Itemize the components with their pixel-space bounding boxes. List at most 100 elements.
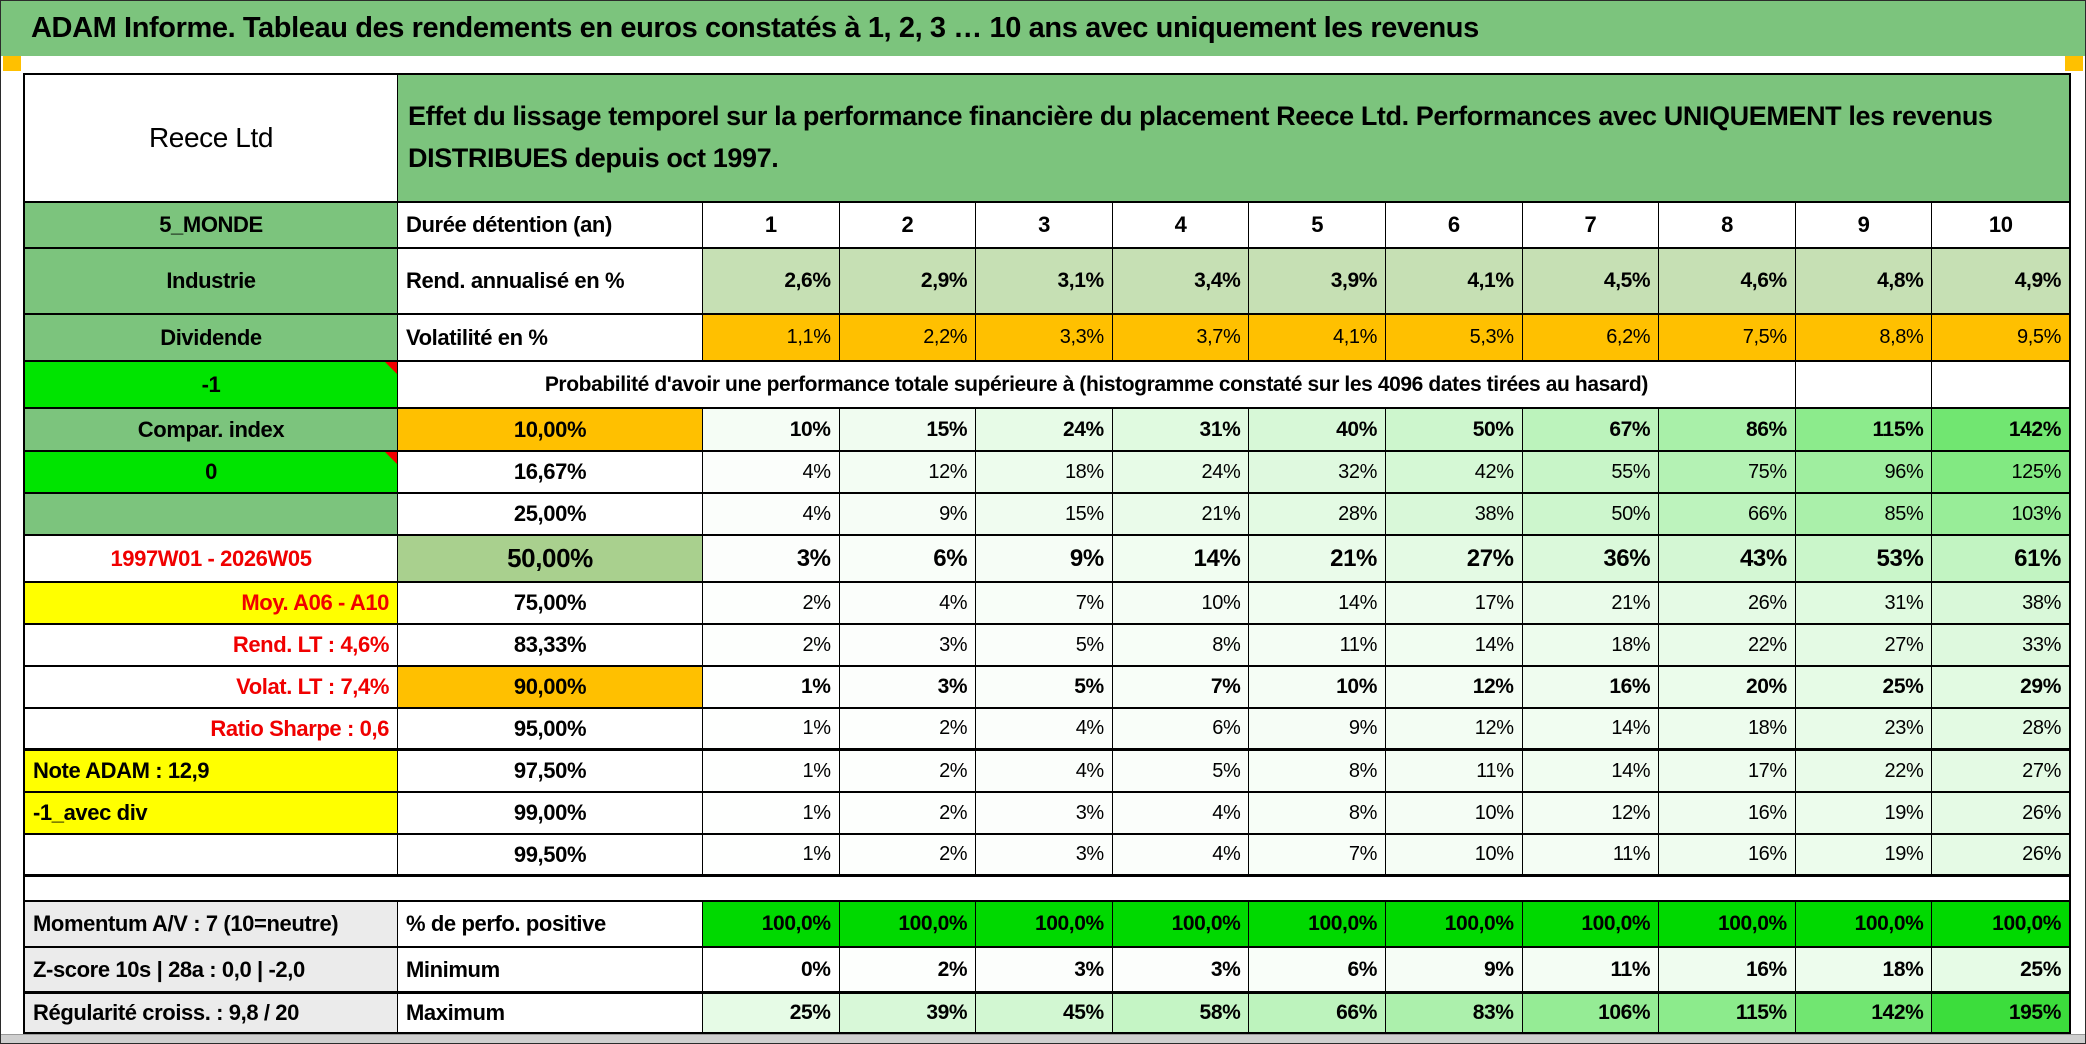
value-cell[interactable]: 3 [976, 203, 1113, 249]
value-cell[interactable]: 3,3% [976, 315, 1113, 362]
value-cell[interactable]: 27% [1932, 751, 2069, 793]
value-cell[interactable]: 4% [976, 751, 1113, 793]
value-cell[interactable]: 16% [1659, 835, 1796, 877]
value-cell[interactable]: 9% [976, 536, 1113, 583]
value-cell[interactable]: 1% [703, 751, 840, 793]
value-cell[interactable]: 3% [839, 667, 977, 709]
value-cell[interactable]: 2,9% [839, 249, 977, 315]
value-cell[interactable]: 19% [1795, 835, 1933, 877]
value-cell[interactable]: 5% [1112, 751, 1250, 793]
value-cell[interactable]: 2% [839, 751, 977, 793]
value-cell[interactable]: 25% [1795, 667, 1933, 709]
row-label[interactable]: Moy. A06 - A10 [25, 583, 398, 625]
value-cell[interactable]: 115% [1795, 409, 1933, 452]
value-cell[interactable]: 11% [1386, 751, 1523, 793]
row-header[interactable]: 99,00% [398, 793, 703, 835]
value-cell[interactable]: 26% [1659, 583, 1796, 625]
value-cell[interactable]: 6,2% [1522, 315, 1660, 362]
value-cell[interactable]: 86% [1659, 409, 1796, 452]
value-cell[interactable]: 4,9% [1932, 249, 2069, 315]
row-header[interactable]: Maximum [398, 994, 703, 1032]
row-label[interactable]: Ratio Sharpe : 0,6 [25, 709, 398, 751]
value-cell[interactable]: 4 [1112, 203, 1250, 249]
value-cell[interactable]: 32% [1249, 452, 1386, 494]
value-cell[interactable]: 4,1% [1386, 249, 1523, 315]
value-cell[interactable]: 12% [1386, 709, 1523, 751]
row-label[interactable] [25, 877, 398, 902]
value-cell[interactable]: 1% [703, 835, 840, 877]
value-cell[interactable]: 33% [1932, 625, 2069, 667]
value-cell[interactable]: 8% [1249, 751, 1386, 793]
row-label[interactable]: Z-score 10s | 28a : 0,0 | -2,0 [25, 948, 398, 994]
value-cell[interactable]: 21% [1112, 494, 1250, 536]
value-cell[interactable]: 4% [1112, 793, 1250, 835]
value-cell[interactable]: 10% [1386, 793, 1523, 835]
value-cell[interactable]: 66% [1659, 494, 1796, 536]
row-label[interactable]: Note ADAM : 12,9 [25, 751, 398, 793]
value-cell[interactable]: 24% [1112, 452, 1250, 494]
bottom-scroll-bar[interactable] [1, 1034, 2085, 1043]
value-cell[interactable]: 85% [1795, 494, 1933, 536]
value-cell[interactable]: 3% [976, 835, 1113, 877]
row-label[interactable]: 1997W01 - 2026W05 [25, 536, 398, 583]
value-cell[interactable]: 4% [703, 494, 840, 536]
value-cell[interactable]: 7% [1112, 667, 1250, 709]
value-cell[interactable]: 100,0% [976, 902, 1113, 948]
value-cell[interactable]: 100,0% [1522, 902, 1660, 948]
value-cell[interactable]: 4,6% [1659, 249, 1796, 315]
value-cell[interactable]: 12% [1386, 667, 1523, 709]
value-cell[interactable]: 75% [1659, 452, 1796, 494]
value-cell[interactable]: 14% [1386, 625, 1523, 667]
value-cell[interactable]: 21% [1249, 536, 1386, 583]
value-cell[interactable]: 4,8% [1795, 249, 1933, 315]
value-cell[interactable]: 115% [1659, 994, 1796, 1032]
row-header[interactable]: 90,00% [398, 667, 703, 709]
value-cell[interactable]: 25% [1932, 948, 2069, 994]
value-cell[interactable]: 2 [839, 203, 977, 249]
value-cell[interactable]: 125% [1932, 452, 2069, 494]
empty-cell[interactable] [1795, 362, 1933, 409]
value-cell[interactable]: 36% [1522, 536, 1660, 583]
value-cell[interactable]: 29% [1932, 667, 2069, 709]
value-cell[interactable]: 10% [1112, 583, 1250, 625]
row-label[interactable]: Régularité croiss. : 9,8 / 20 [25, 994, 398, 1032]
value-cell[interactable]: 1% [703, 709, 840, 751]
value-cell[interactable]: 2% [839, 709, 977, 751]
value-cell[interactable]: 83% [1386, 994, 1523, 1032]
value-cell[interactable]: 4% [703, 452, 840, 494]
value-cell[interactable]: 10% [1386, 835, 1523, 877]
value-cell[interactable]: 3,7% [1112, 315, 1250, 362]
value-cell[interactable]: 14% [1249, 583, 1386, 625]
value-cell[interactable]: 67% [1522, 409, 1660, 452]
row-label[interactable]: Dividende [25, 315, 398, 362]
value-cell[interactable]: 9,5% [1932, 315, 2069, 362]
value-cell[interactable]: 43% [1659, 536, 1796, 583]
value-cell[interactable]: 106% [1522, 994, 1660, 1032]
value-cell[interactable]: 142% [1932, 409, 2069, 452]
value-cell[interactable]: 45% [976, 994, 1113, 1032]
value-cell[interactable]: 15% [839, 409, 977, 452]
row-label[interactable]: Compar. index [25, 409, 398, 452]
row-header[interactable]: % de perfo. positive [398, 902, 703, 948]
value-cell[interactable]: 5,3% [1386, 315, 1523, 362]
value-cell[interactable]: 100,0% [1932, 902, 2069, 948]
value-cell[interactable]: 142% [1795, 994, 1933, 1032]
row-header[interactable]: Rend. annualisé en % [398, 249, 703, 315]
value-cell[interactable]: 20% [1659, 667, 1796, 709]
value-cell[interactable]: 4% [839, 583, 977, 625]
value-cell[interactable]: 26% [1932, 835, 2069, 877]
row-header[interactable]: Volatilité en % [398, 315, 703, 362]
row-header[interactable]: 95,00% [398, 709, 703, 751]
value-cell[interactable]: 0% [703, 948, 840, 994]
value-cell[interactable]: 3,9% [1249, 249, 1386, 315]
value-cell[interactable]: 3,1% [976, 249, 1113, 315]
value-cell[interactable]: 39% [839, 994, 977, 1032]
value-cell[interactable]: 11% [1249, 625, 1386, 667]
row-label[interactable]: Momentum A/V : 7 (10=neutre) [25, 902, 398, 948]
row-header[interactable]: 16,67% [398, 452, 703, 494]
value-cell[interactable]: 55% [1522, 452, 1660, 494]
value-cell[interactable]: 53% [1795, 536, 1933, 583]
value-cell[interactable]: 58% [1112, 994, 1250, 1032]
value-cell[interactable]: 7 [1522, 203, 1660, 249]
value-cell[interactable]: 28% [1249, 494, 1386, 536]
